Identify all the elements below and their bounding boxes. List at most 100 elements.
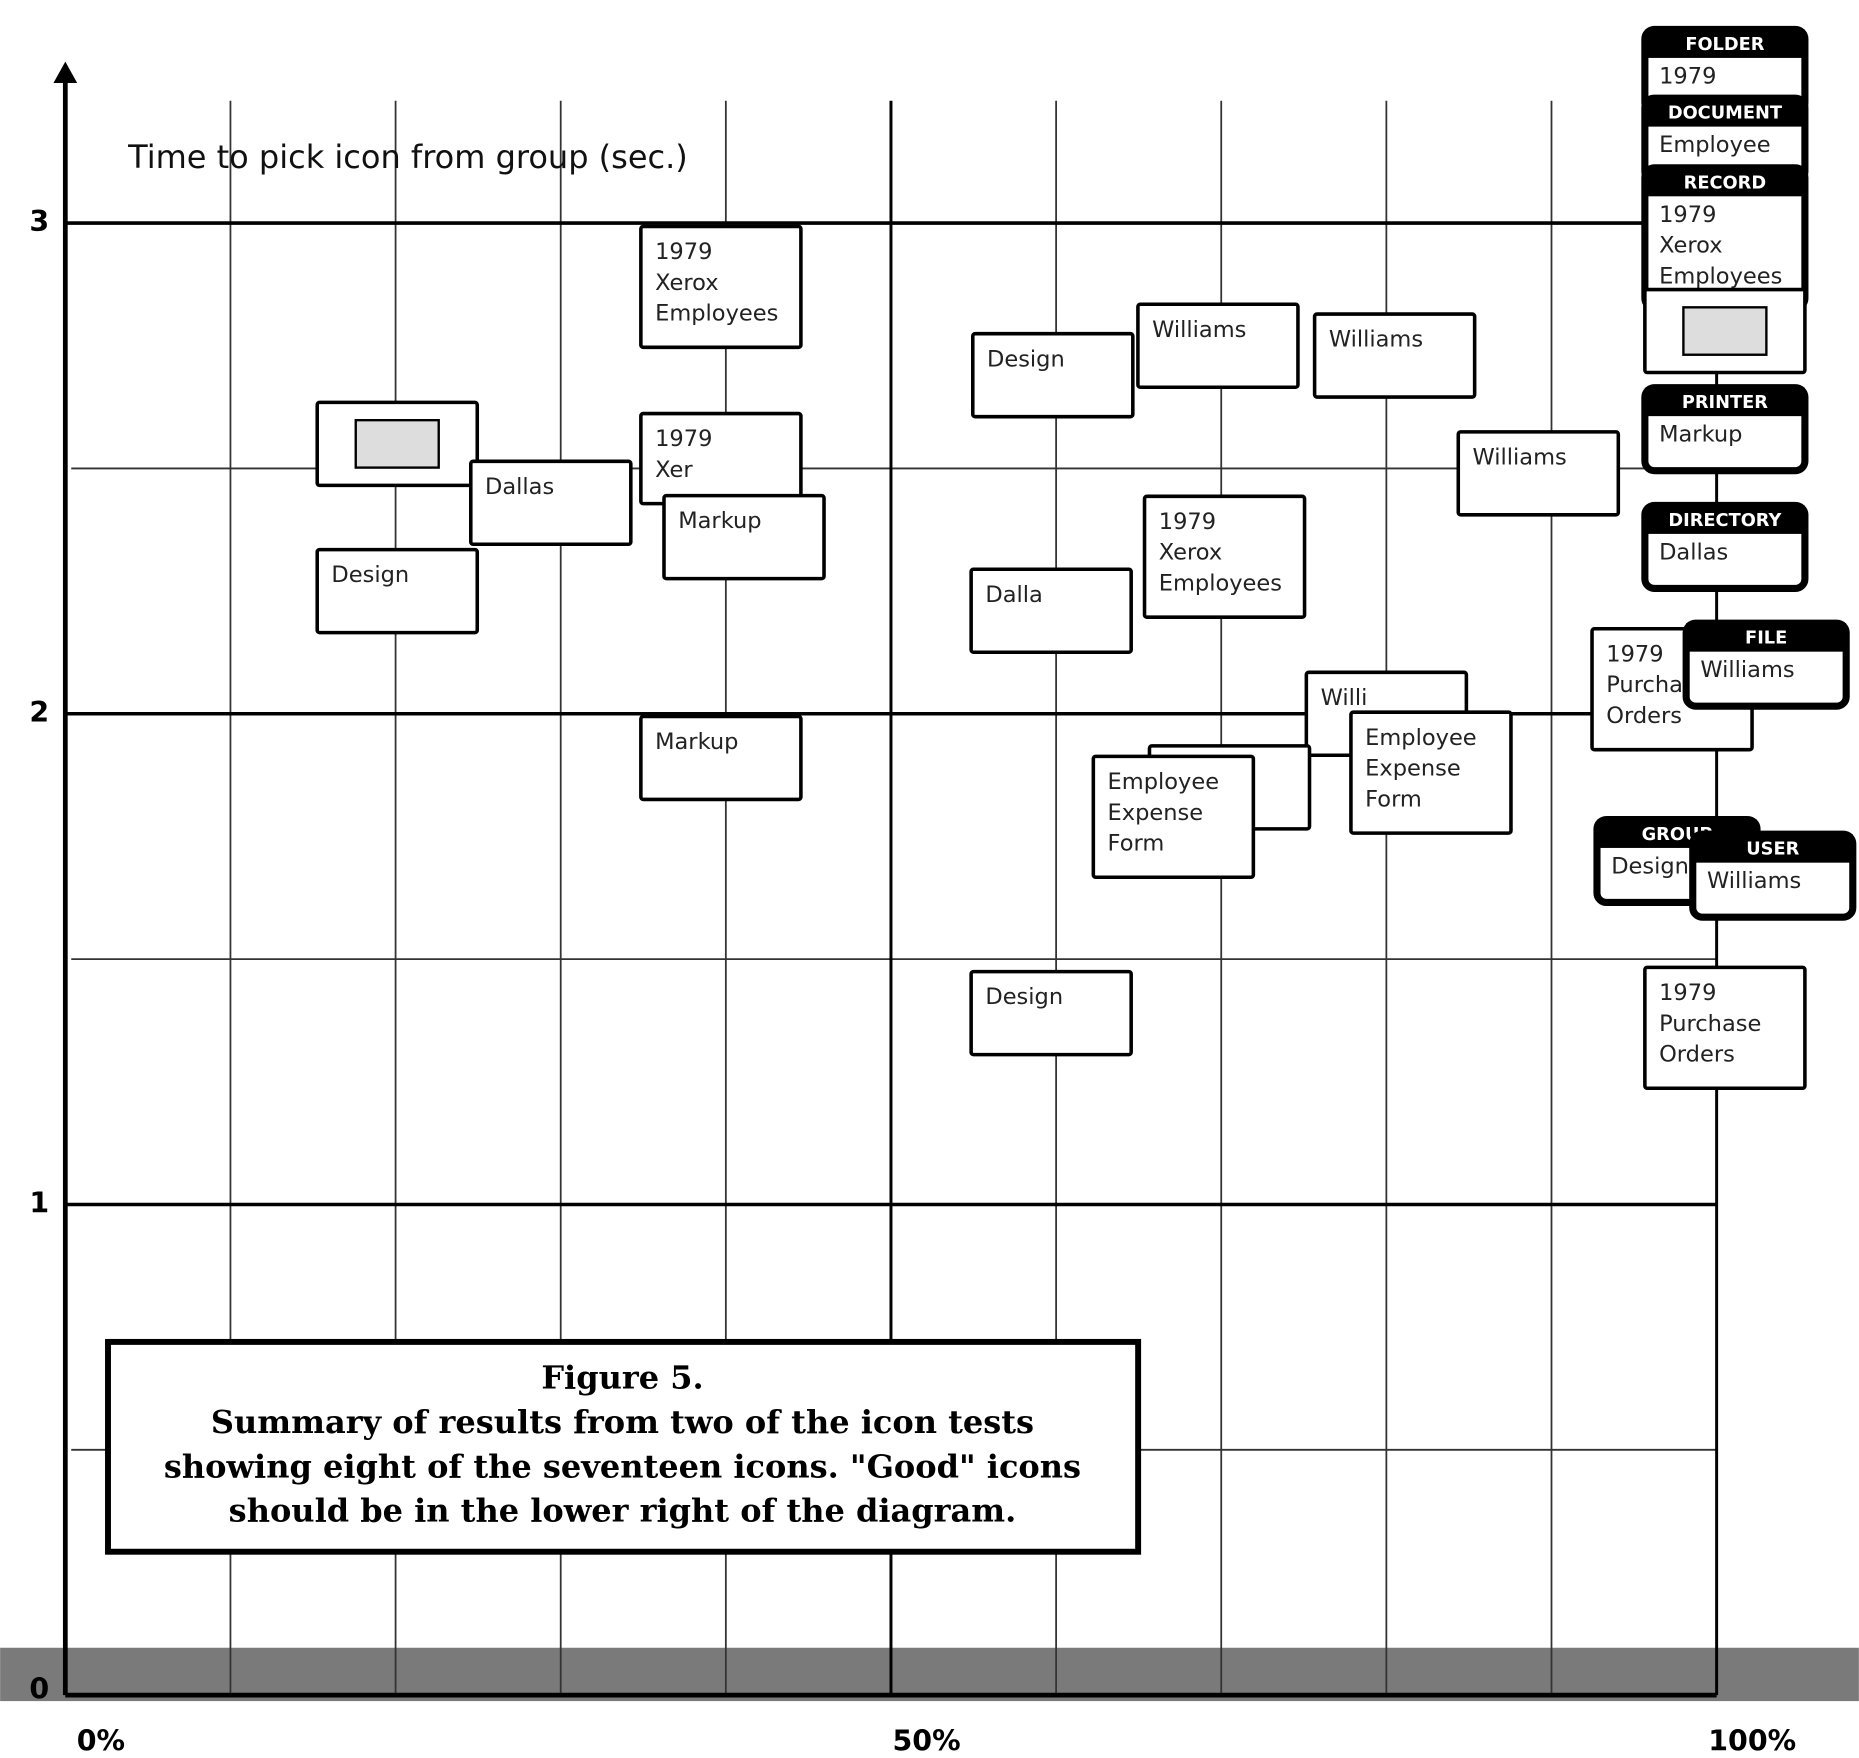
- icon-label: Employee: [1108, 769, 1220, 795]
- icon-header: FOLDER: [1685, 34, 1764, 55]
- icon-label: Dallas: [1659, 539, 1728, 565]
- icon-box: [1136, 302, 1300, 390]
- caption-line: should be in the lower right of the diag…: [229, 1492, 1017, 1530]
- y-axis-arrow: [53, 61, 78, 83]
- icon: FOLDER 1979: [1641, 25, 1809, 117]
- icon-label: Employees: [1159, 571, 1282, 597]
- icon-label: Markup: [655, 729, 738, 755]
- icon-label: 1979: [1606, 641, 1663, 667]
- caption-line: showing eight of the seventeen icons. "G…: [164, 1447, 1081, 1485]
- icon-label: Design: [987, 346, 1065, 372]
- icon-label: Xerox: [655, 270, 718, 296]
- icon-label: Design: [1611, 853, 1689, 879]
- x-tick-label: 0%: [77, 1725, 125, 1758]
- icon: [1643, 287, 1807, 375]
- icon-box: [315, 547, 480, 635]
- icon-label: Dallas: [485, 474, 554, 500]
- y-tick-label: 2: [29, 696, 49, 729]
- y-tick-label: 3: [29, 205, 49, 238]
- icon-label: Williams: [1152, 317, 1246, 343]
- icon: Design: [971, 331, 1135, 419]
- icon-header-bar: [1644, 29, 1805, 58]
- icon-label: 1979: [1659, 63, 1716, 89]
- icon-label: Expense: [1365, 756, 1461, 782]
- icon-label: Employee: [1365, 725, 1477, 751]
- icon-box: [1142, 494, 1307, 619]
- icon-label: Xerox: [1159, 540, 1222, 566]
- icon: FILE Williams: [1682, 619, 1850, 710]
- caption-line: Figure 5.: [541, 1358, 703, 1396]
- icon-label: Form: [1108, 831, 1165, 857]
- icon-label: Williams: [1329, 327, 1423, 353]
- icon: Markup: [662, 493, 826, 581]
- icon-label: Design: [331, 562, 409, 588]
- icon: 1979 Xerox Employees: [639, 224, 803, 350]
- axis-title: Time to pick icon from group (sec.): [127, 138, 688, 176]
- icon-header: RECORD: [1684, 172, 1766, 193]
- icon: DIRECTORY Dallas: [1641, 501, 1809, 592]
- icon-header-bar: [1692, 834, 1853, 863]
- icon: Employee Expense Form: [1091, 754, 1256, 880]
- icon: 1979 Purchase Orders: [1643, 965, 1807, 1091]
- icon: Williams: [1312, 312, 1477, 399]
- icon-label: Dalla: [985, 582, 1042, 608]
- icon-header: USER: [1746, 839, 1799, 860]
- ticks: 0 1 2 3 0% 50% 100%: [29, 205, 1796, 1758]
- caption-box: [105, 1338, 1142, 1555]
- icon-label: Employee: [1659, 132, 1771, 158]
- icon-label: 1979: [1659, 980, 1716, 1006]
- icon: Dalla: [969, 567, 1133, 654]
- icon-header-bar: [1644, 167, 1805, 197]
- icon-label: Williams: [1707, 868, 1801, 894]
- icon-box: [639, 714, 803, 802]
- icon-header: DOCUMENT: [1668, 103, 1783, 124]
- icon-header-bar: [1644, 98, 1805, 127]
- icon-box: [1312, 312, 1477, 399]
- icon: 1979 Xer: [639, 411, 803, 506]
- icon: Design: [969, 969, 1133, 1057]
- icon-label: Willi: [1321, 685, 1368, 711]
- icon-glyph: [354, 418, 440, 469]
- icon-label: Employees: [655, 301, 778, 327]
- icon: RECORD 1979 Xerox Employees: [1641, 164, 1809, 312]
- icon-header-bar: [1644, 505, 1805, 534]
- icon-header: PRINTER: [1682, 392, 1768, 413]
- icon-label: Form: [1365, 786, 1422, 812]
- icon-label: Orders: [1659, 1042, 1735, 1068]
- icon-label: 1979: [655, 426, 712, 452]
- icon-label: Xerox: [1659, 233, 1722, 259]
- icon-box: [1456, 430, 1621, 517]
- icon-label: Xer: [655, 457, 693, 483]
- icon-box: [1349, 710, 1513, 835]
- icon: 1979 Xerox Employees: [1142, 494, 1307, 619]
- y-tick-label: 0: [29, 1672, 49, 1705]
- caption: Figure 5. Summary of results from two of …: [164, 1358, 1081, 1529]
- icon-label: 1979: [1659, 202, 1716, 228]
- icon-header: DIRECTORY: [1668, 510, 1782, 531]
- icon: USER Williams: [1689, 830, 1857, 921]
- icon-label: Markup: [1659, 422, 1742, 448]
- icon-box: [1091, 754, 1256, 880]
- icon-glyph: [1682, 306, 1768, 356]
- icon: Williams: [1136, 302, 1300, 390]
- icon: DOCUMENT Employee: [1641, 94, 1809, 185]
- icon-label: Williams: [1700, 657, 1794, 683]
- icons: Dallas Design 1979 Xerox Employees 1979 Xer Mar…: [315, 25, 1857, 1091]
- overlay-band: [0, 1647, 1859, 1702]
- icon-label: Markup: [678, 508, 761, 534]
- icon-box: [971, 331, 1135, 419]
- icon-label: Design: [985, 984, 1063, 1010]
- icon-header: FILE: [1745, 628, 1787, 649]
- icon: Williams: [1456, 430, 1621, 517]
- x-tick-label: 100%: [1708, 1725, 1796, 1758]
- icon-header-bar: [1644, 387, 1805, 417]
- icon-box: [969, 567, 1133, 654]
- icon-box: [969, 969, 1133, 1057]
- icon-label: 1979: [655, 239, 712, 265]
- icon-box: [469, 459, 633, 547]
- icon-box: [662, 493, 826, 581]
- caption-line: Summary of results from two of the icon …: [211, 1403, 1034, 1441]
- y-tick-label: 1: [29, 1186, 49, 1219]
